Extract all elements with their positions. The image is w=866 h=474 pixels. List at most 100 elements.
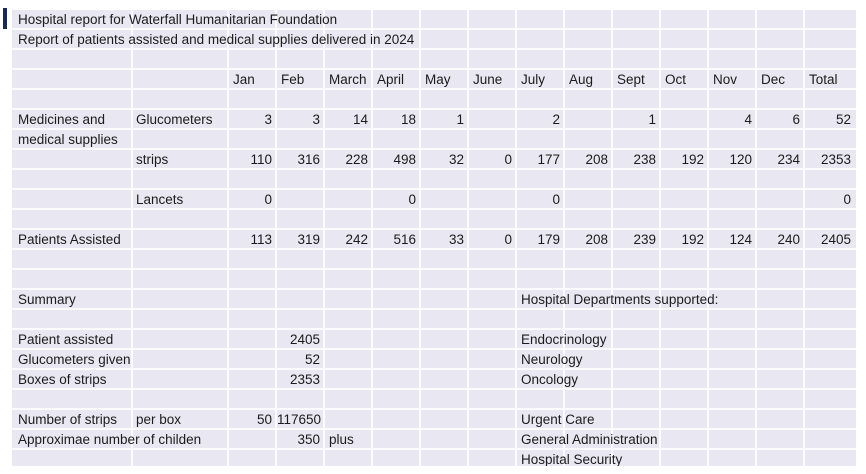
cell-value: 113 [250,232,272,247]
cell-value: 6 [792,112,800,127]
cell-value: 32 [448,152,464,167]
row-item-label: Lancets [136,192,184,207]
cell-value: Hospital Security [521,452,623,466]
month-header-row: Jan Feb March April May June July Aug Sept Oct Nov… [229,71,856,89]
cell-value: 18 [400,112,416,127]
cell-value: 0 [843,192,851,207]
row-item-label: strips [136,152,169,167]
cell-value: 4 [744,112,752,127]
row-group-label: medical supplies [18,132,118,147]
cell-value: Oncology [521,372,579,387]
summary-item-value: 2405 [289,332,320,347]
strips-values-row: 110 316 228 498 32 0 177 208 238 192 120 234 2353 [229,151,856,169]
lancets-values-row: 0 0 0 0 [229,191,856,209]
sheet-grid[interactable]: Hospital report for Waterfall Humanitari… [12,10,856,466]
summary-item-value: 2353 [289,372,320,387]
cell-value [661,191,709,209]
children-count-value: 350 [297,432,320,447]
column-gridline [659,10,661,466]
summary-item-label: Boxes of strips [18,372,107,387]
cell-value [709,191,757,209]
cell-value: Urgent Care [521,412,595,427]
cell-value: 208 [585,152,608,167]
cell-value: General Administration [521,432,658,447]
cell-value: 240 [777,232,800,247]
glucometers-values-row: 3 3 14 18 1 2 1 4 6 52 [229,111,856,129]
departments-heading: Hospital Departments supported: [521,292,719,307]
departments-list-1: Endocrinology Neurology Oncology [521,331,607,391]
column-gridline [323,10,325,466]
cell-value: Feb [281,72,305,87]
cell-value: 0 [552,192,560,207]
cell-value: 124 [729,232,752,247]
report-title: Hospital report for Waterfall Humanitari… [18,12,338,27]
column-gridline [227,10,229,466]
cell-value: Nov [713,72,738,87]
column-gridline [755,10,757,466]
window-edge-mark [3,8,7,29]
summary-item-value: 52 [304,352,320,367]
cell-value: 52 [835,112,851,127]
cell-value: 3 [264,112,272,127]
cell-value: Total [809,72,838,87]
column-gridline [419,10,421,466]
strips-per-box-value: 50 [256,412,272,427]
summary-heading: Summary [18,292,76,307]
cell-value: 319 [297,232,320,247]
cell-value: 242 [345,232,368,247]
cell-value: 238 [633,152,656,167]
children-count-label: Approximae number of childen [18,432,202,447]
cell-value: Endocrinology [521,332,607,347]
report-subtitle: Report of patients assisted and medical … [18,32,415,47]
cell-value: 0 [264,192,272,207]
cell-value: 177 [537,152,560,167]
cell-value: April [377,72,405,87]
cell-value: 239 [633,232,656,247]
cell-value: Jan [233,72,255,87]
summary-item-label: Glucometers given [18,352,131,367]
row-group-label: Medicines and [18,112,106,127]
column-gridline [707,10,709,466]
cell-value [421,191,469,209]
cell-value [565,191,613,209]
column-gridline [131,10,133,466]
cell-value: 2405 [820,232,851,247]
column-gridline [515,10,517,466]
departments-list-2: Urgent Care General Administration Hospita… [521,411,658,466]
cell-value [325,191,373,209]
cell-value: Oct [665,72,687,87]
cell-value [661,111,709,129]
cell-value: Sept [617,72,645,87]
row-item-label: Glucometers [136,112,213,127]
cell-value: 33 [448,232,464,247]
cell-value: 2353 [820,152,851,167]
cell-value [565,111,613,129]
cell-value: 179 [537,232,560,247]
column-gridline [803,10,805,466]
cell-value: 208 [585,232,608,247]
cell-value: 234 [777,152,800,167]
children-count-suffix: plus [329,432,354,447]
cell-value [757,191,805,209]
cell-value: 498 [393,152,416,167]
cell-value: May [425,72,451,87]
per-box-label: per box [136,412,182,427]
cell-value: Neurology [521,352,583,367]
column-gridline [611,10,613,466]
cell-value: March [329,72,367,87]
patients-assisted-label: Patients Assisted [18,232,121,247]
cell-value: 228 [345,152,368,167]
cell-value: 14 [352,112,368,127]
cell-value: 110 [250,152,272,167]
cell-value: 316 [297,152,320,167]
summary-item-label: Patient assisted [18,332,114,347]
cell-value: 0 [504,232,512,247]
cell-value: June [473,72,503,87]
cell-value: 192 [681,232,704,247]
cell-value: 0 [408,192,416,207]
cell-value [469,111,517,129]
cell-value: 1 [648,112,656,127]
cell-value: 0 [504,152,512,167]
cell-value: 1 [456,112,464,127]
